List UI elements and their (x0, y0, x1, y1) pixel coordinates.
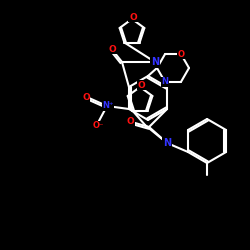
Text: O: O (82, 92, 90, 102)
Text: O: O (137, 80, 145, 90)
Text: N: N (151, 57, 159, 67)
Text: O: O (108, 44, 116, 54)
Text: O: O (129, 12, 137, 22)
Text: O: O (126, 118, 134, 126)
Text: O⁻: O⁻ (92, 122, 104, 130)
Text: O: O (178, 50, 184, 59)
Text: N: N (163, 138, 171, 148)
Text: N⁺: N⁺ (102, 102, 114, 110)
Text: N: N (162, 77, 168, 86)
